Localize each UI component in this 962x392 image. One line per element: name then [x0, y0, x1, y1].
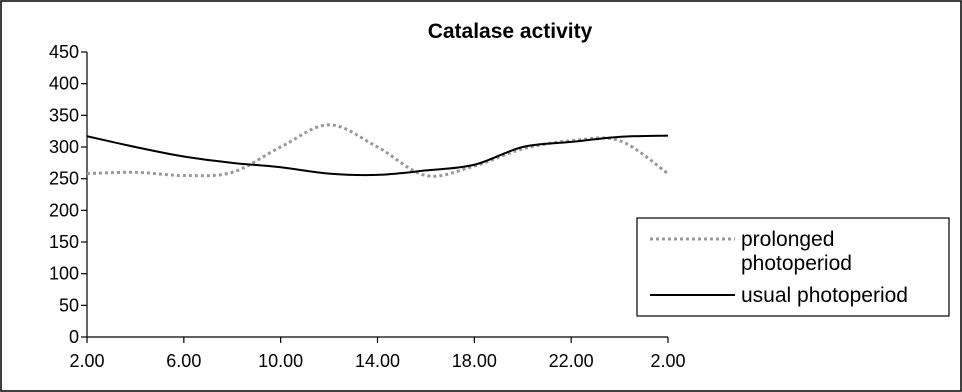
y-tick-label: 450 [49, 42, 79, 62]
y-tick-label: 300 [49, 137, 79, 157]
x-tick-label: 6.00 [166, 351, 201, 371]
legend-label-line: prolonged [741, 228, 834, 251]
y-tick-label: 400 [49, 74, 79, 94]
y-tick-label: 200 [49, 200, 79, 220]
legend: prolonged photoperiod usual photoperiod [636, 217, 950, 317]
x-tick-label: 2.00 [69, 351, 104, 371]
x-tick-label: 14.00 [355, 351, 400, 371]
series-line-usual-photoperiod [86, 134, 669, 177]
legend-box [636, 217, 950, 317]
legend-label-usual: usual photoperiod [741, 284, 908, 307]
x-tick-label: 10.00 [258, 351, 303, 371]
x-tick-label: 2.00 [650, 351, 685, 371]
x-tick-label: 18.00 [452, 351, 497, 371]
y-tick-label: 0 [69, 327, 79, 347]
y-tick-label: 50 [59, 295, 79, 315]
y-tick-label: 100 [49, 264, 79, 284]
series-layer [86, 123, 669, 178]
chart-title: Catalase activity [428, 20, 593, 43]
series-line-prolonged-photoperiod [86, 123, 669, 178]
y-tick-label: 350 [49, 105, 79, 125]
legend-label-prolonged: prolonged photoperiod [741, 228, 852, 275]
legend-label-line: photoperiod [741, 252, 852, 275]
axes: 0 50 100 150 200 250 300 350 400 450 2.00 6.00 10.00… [49, 42, 686, 371]
y-tick-label: 250 [49, 169, 79, 189]
y-tick-label: 150 [49, 232, 79, 252]
x-tick-label: 22.00 [549, 351, 594, 371]
